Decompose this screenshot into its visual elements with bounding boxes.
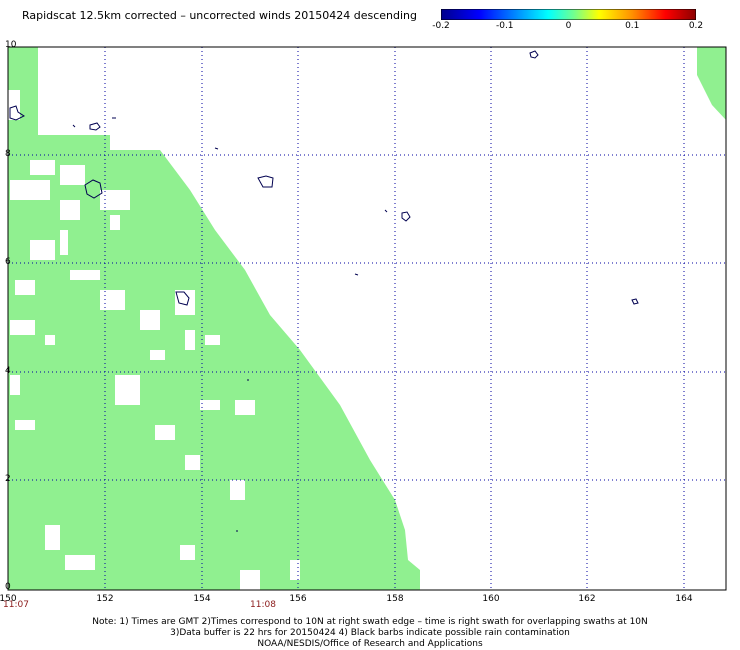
note-line-2: 3)Data buffer is 22 hrs for 20150424 4) … <box>170 628 570 638</box>
note-line-3: NOAA/NESDIS/Office of Research and Appli… <box>257 639 483 649</box>
map-title: Rapidscat 12.5km corrected – uncorrected… <box>22 9 418 22</box>
y-tick-label: 10 <box>5 40 17 50</box>
map-frame <box>7 46 727 591</box>
note-line-1: Note: 1) Times are GMT 2)Times correspon… <box>92 617 648 627</box>
x-tick-label: 156 <box>289 594 306 604</box>
colorbar-label: 0.2 <box>688 21 704 31</box>
x-tick-label: 152 <box>96 594 113 604</box>
swath-coverage <box>8 47 726 590</box>
colorbar-label: 0.1 <box>625 21 640 31</box>
x-tick-label: 160 <box>482 594 499 604</box>
y-tick-label: 6 <box>5 257 11 267</box>
y-axis: 0 2 4 6 8 10 <box>5 40 17 592</box>
y-tick-label: 4 <box>5 366 11 376</box>
colorbar-label: 0 <box>565 21 572 31</box>
colorbar-labels: -0.2 -0.1 0 0.1 0.2 <box>432 21 703 33</box>
time-label-middle: 11:08 <box>250 600 276 610</box>
y-tick-label: 0 <box>5 582 11 592</box>
colorbar-label: -0.1 <box>495 21 514 31</box>
x-tick-label: 164 <box>675 594 692 604</box>
colorbar <box>441 9 696 20</box>
x-tick-label: 162 <box>578 594 595 604</box>
lat-lon-grid <box>8 47 726 590</box>
island-coastlines <box>9 50 639 532</box>
x-tick-label: 158 <box>386 594 403 604</box>
x-tick-label: 150 <box>0 594 17 604</box>
x-axis: 150 152 154 156 158 160 162 164 <box>0 594 693 604</box>
swath-gaps <box>8 90 300 590</box>
y-tick-label: 8 <box>5 149 11 159</box>
x-tick-label: 154 <box>193 594 210 604</box>
y-tick-label: 2 <box>5 474 11 484</box>
colorbar-label: -0.2 <box>432 21 450 31</box>
time-label-left: 11:07 <box>3 600 29 610</box>
